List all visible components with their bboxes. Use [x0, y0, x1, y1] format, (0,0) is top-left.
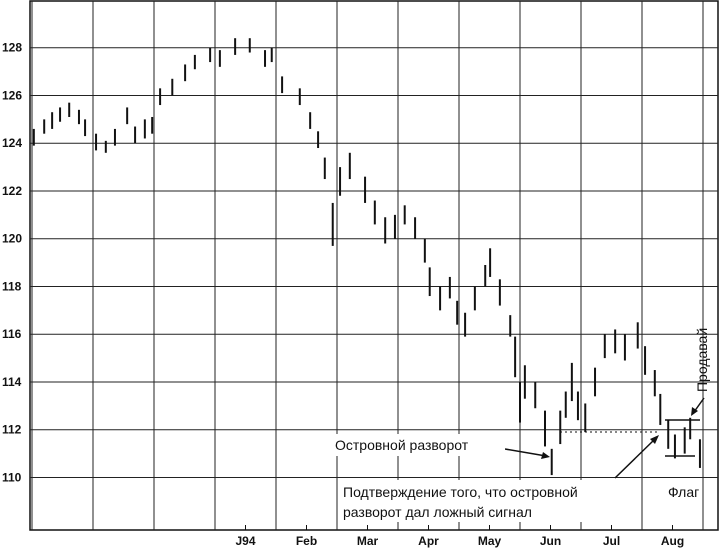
- arrowhead: [650, 435, 659, 444]
- annotation: Островной разворот: [335, 437, 469, 453]
- annotation: Продавай: [694, 328, 710, 392]
- y-tick-label: 122: [2, 184, 22, 198]
- x-tick-label: J94: [235, 534, 255, 548]
- x-tick-label: Jul: [603, 534, 620, 548]
- plot-frame: [29, 0, 719, 531]
- y-tick-label: 128: [2, 41, 22, 55]
- arrowhead: [541, 452, 550, 459]
- annotation: Флаг: [668, 484, 699, 500]
- arrow: [614, 438, 656, 479]
- arrow: [504, 448, 547, 457]
- label-bg: [333, 434, 505, 456]
- annotation: разворот дал ложный сигнал: [343, 504, 532, 520]
- y-tick-label: 116: [2, 327, 22, 341]
- y-tick-label: 118: [2, 279, 22, 293]
- x-tick-label: Apr: [418, 534, 439, 548]
- x-tick-label: Jun: [540, 534, 561, 548]
- y-tick-label: 112: [2, 423, 22, 437]
- label-bg: [340, 480, 630, 522]
- x-tick-label: Aug: [661, 534, 684, 548]
- y-tick-label: 114: [2, 375, 22, 389]
- annotation: Подтверждение того, что островной: [343, 484, 578, 500]
- y-tick-label: 124: [2, 136, 22, 150]
- y-tick-label: 126: [2, 88, 22, 102]
- y-tick-label: 120: [2, 232, 22, 246]
- arrowhead: [691, 407, 698, 416]
- y-tick-label: 110: [2, 470, 22, 484]
- x-tick-label: Feb: [296, 534, 317, 548]
- x-tick-label: May: [478, 534, 502, 548]
- x-tick-label: Mar: [357, 534, 379, 548]
